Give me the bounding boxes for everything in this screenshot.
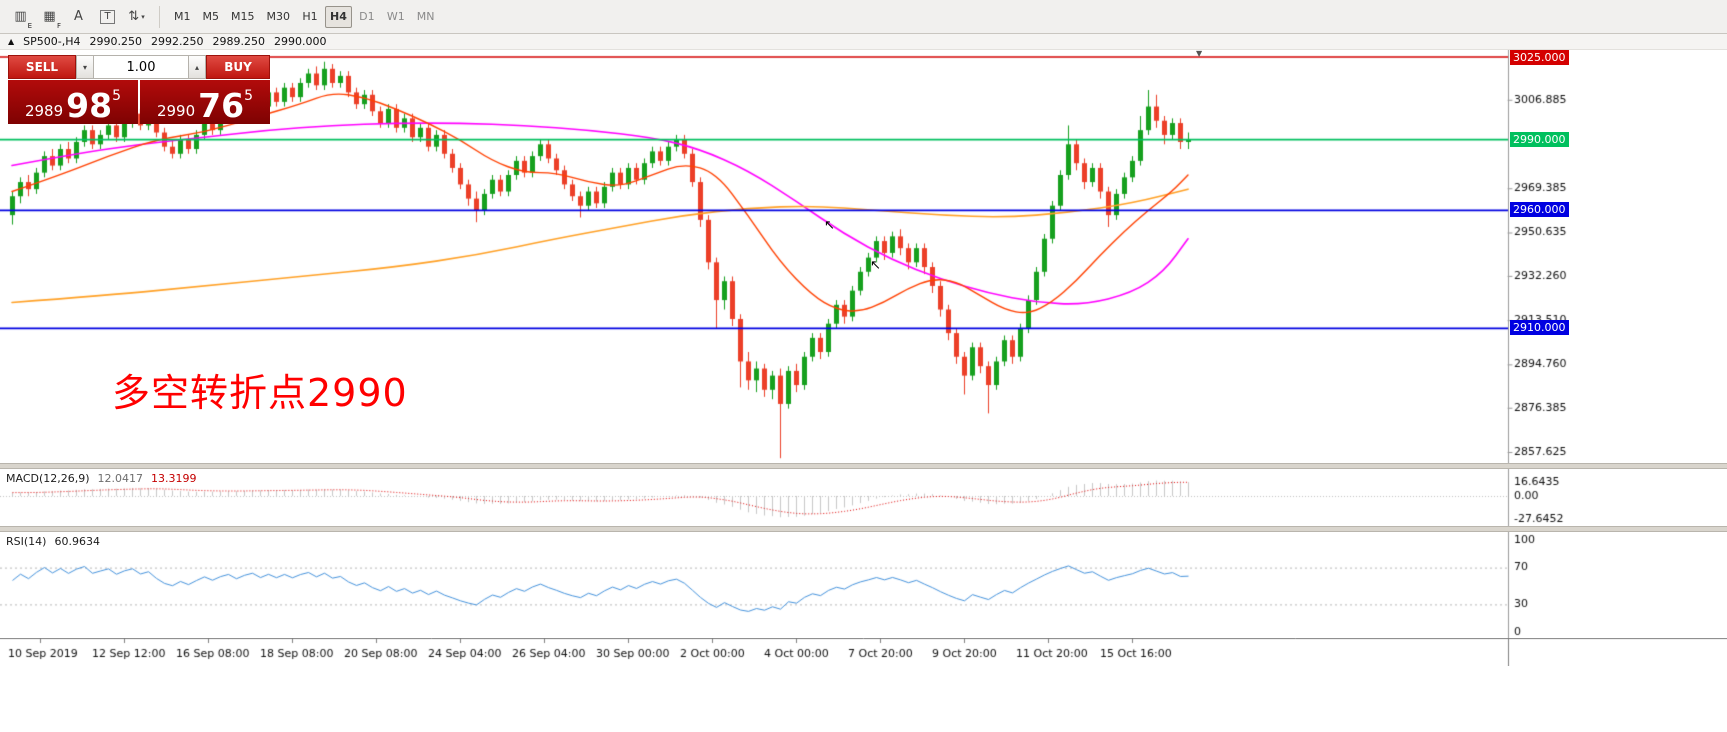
timeframe-button-w1[interactable]: W1 bbox=[386, 10, 405, 23]
ohlc-high: 2992.250 bbox=[151, 35, 204, 48]
sell-button[interactable]: SELL bbox=[8, 55, 76, 79]
rsi-canvas[interactable] bbox=[0, 532, 1727, 638]
macd-panel: MACD(12,26,9) 12.0417 13.3199 bbox=[0, 469, 1727, 526]
panel-splitter[interactable] bbox=[0, 463, 1727, 469]
timeframe-button-mn[interactable]: MN bbox=[416, 10, 435, 23]
time-axis-canvas[interactable] bbox=[0, 638, 1727, 666]
buy-price-big-figure: 2990 bbox=[156, 101, 196, 120]
timeframe-button-h4[interactable]: H4 bbox=[325, 5, 352, 28]
chart-annotation-text: 多空转折点2990 bbox=[112, 371, 408, 415]
panel-splitter[interactable] bbox=[0, 526, 1727, 532]
chart-type-icon[interactable]: ▥ E bbox=[14, 9, 32, 30]
grid-icon[interactable]: ▦ F bbox=[43, 9, 61, 30]
buy-price-pips: 76 bbox=[198, 85, 245, 125]
price-chart-canvas[interactable] bbox=[0, 50, 1727, 463]
buy-price-fraction: 5 bbox=[244, 88, 254, 104]
macd-canvas[interactable] bbox=[0, 469, 1727, 526]
label-tool-icon[interactable]: T bbox=[94, 5, 121, 29]
bottom-filler bbox=[0, 666, 1727, 732]
sell-price-display[interactable]: 2989 98 5 bbox=[8, 80, 138, 124]
support-price-tag-1: 2960.000 bbox=[1510, 202, 1569, 218]
buy-button[interactable]: BUY bbox=[206, 55, 270, 79]
timeframe-button-h1[interactable]: H1 bbox=[302, 10, 318, 23]
symbol-period-label: SP500-,H4 bbox=[23, 35, 81, 48]
time-axis bbox=[0, 638, 1727, 666]
timeframe-button-m5[interactable]: M5 bbox=[202, 10, 220, 23]
one-click-trading-panel: SELL ▾ ▴ BUY 2989 98 5 2990 76 5 bbox=[8, 55, 270, 124]
timeframe-button-d1[interactable]: D1 bbox=[359, 10, 375, 23]
volume-increase-button[interactable]: ▴ bbox=[188, 55, 206, 79]
buy-price-display[interactable]: 2990 76 5 bbox=[140, 80, 270, 124]
chevron-down-icon: ▾ bbox=[141, 12, 145, 21]
toolbar: ▥ E ▦ F A T ⇅ ▾ M1 M5 M15 M30 H1 H4 D1 W… bbox=[0, 0, 1727, 34]
volume-input[interactable] bbox=[94, 55, 188, 79]
support-price-tag-2: 2910.000 bbox=[1510, 320, 1569, 336]
ohlc-low: 2989.250 bbox=[212, 35, 266, 48]
collapse-triangle-icon[interactable]: ▲ bbox=[8, 37, 15, 46]
ohlc-open: 2990.250 bbox=[89, 35, 143, 48]
timeframe-button-m15[interactable]: M15 bbox=[231, 10, 255, 23]
timeframe-button-m30[interactable]: M30 bbox=[266, 10, 291, 23]
text-tool-icon[interactable]: A bbox=[74, 9, 83, 24]
toolbar-separator bbox=[159, 5, 160, 28]
macd-label: MACD(12,26,9) 12.0417 13.3199 bbox=[6, 472, 197, 485]
pivot-price-tag: 2990.000 bbox=[1510, 131, 1569, 147]
main-chart: SELL ▾ ▴ BUY 2989 98 5 2990 76 5 多空转折点29… bbox=[0, 49, 1727, 463]
volume-decrease-button[interactable]: ▾ bbox=[76, 55, 94, 79]
rsi-label: RSI(14) 60.9634 bbox=[6, 535, 100, 548]
cursor-tool-icon[interactable]: ⇅ ▾ bbox=[128, 9, 145, 24]
timeframe-button-m1[interactable]: M1 bbox=[174, 10, 191, 23]
rsi-panel: RSI(14) 60.9634 bbox=[0, 532, 1727, 638]
cursor-arrow-marker: ↖ bbox=[824, 218, 835, 233]
chart-shift-marker-icon[interactable]: ▼ bbox=[1196, 49, 1203, 58]
resistance-price-tag: 3025.000 bbox=[1510, 50, 1569, 65]
sell-price-pips: 98 bbox=[66, 85, 113, 125]
sell-price-fraction: 5 bbox=[112, 88, 122, 104]
chart-header-bar: ▲ SP500-,H4 2990.250 2992.250 2989.250 2… bbox=[0, 34, 1727, 50]
sell-price-big-figure: 2989 bbox=[24, 101, 64, 120]
ohlc-close: 2990.000 bbox=[274, 35, 327, 48]
cursor-arrow-marker: ↖ bbox=[870, 258, 881, 273]
